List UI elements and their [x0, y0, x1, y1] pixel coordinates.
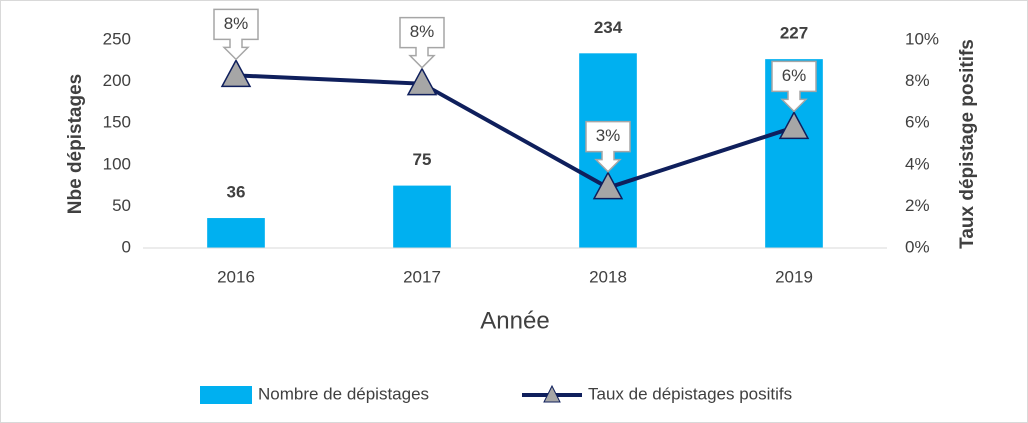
callout — [399, 16, 445, 69]
legend-label: Nombre de dépistages — [258, 384, 429, 403]
bar — [393, 185, 451, 248]
y-tick-label: 50 — [112, 196, 131, 215]
marker — [406, 67, 438, 96]
y2-tick-label: 2% — [905, 196, 930, 215]
bar — [207, 218, 265, 248]
callout — [585, 120, 631, 173]
y-tick-label: 250 — [103, 29, 131, 48]
x-tick-label: 2019 — [775, 267, 813, 286]
y2-tick-label: 0% — [905, 237, 930, 256]
y2-tick-label: 4% — [905, 154, 930, 173]
y2-tick-label: 10% — [905, 29, 939, 48]
x-axis-label: Année — [480, 307, 549, 334]
callout — [213, 8, 259, 61]
y-tick-label: 100 — [103, 154, 131, 173]
x-tick-label: 2016 — [217, 267, 255, 286]
y-axis-label: Nbe dépistages — [65, 74, 86, 214]
marker — [778, 110, 810, 140]
callout — [771, 60, 817, 113]
x-tick-label: 2018 — [589, 267, 627, 286]
bar-value-label: 234 — [594, 18, 623, 37]
y-tick-label: 150 — [103, 113, 131, 132]
line-value-label: 8% — [410, 22, 435, 41]
x-tick-label: 2017 — [403, 267, 441, 286]
y-tick-label: 0 — [122, 237, 131, 256]
bar-value-label: 227 — [780, 24, 808, 43]
legend-swatch — [200, 386, 252, 404]
marker — [592, 171, 624, 200]
bar-value-label: 75 — [413, 150, 432, 169]
line-value-label: 3% — [596, 126, 621, 145]
y-tick-label: 200 — [103, 71, 131, 90]
legend-marker — [543, 384, 561, 403]
y2-axis-label: Taux dépistage positifs — [957, 39, 978, 249]
bar-value-label: 36 — [227, 183, 246, 202]
y2-tick-label: 8% — [905, 71, 930, 90]
line-value-label: 8% — [224, 14, 249, 33]
y2-tick-label: 6% — [905, 113, 930, 132]
legend-label: Taux de dépistages positifs — [588, 384, 792, 403]
marker — [220, 58, 252, 88]
line-value-label: 6% — [782, 66, 807, 85]
line — [235, 73, 795, 190]
